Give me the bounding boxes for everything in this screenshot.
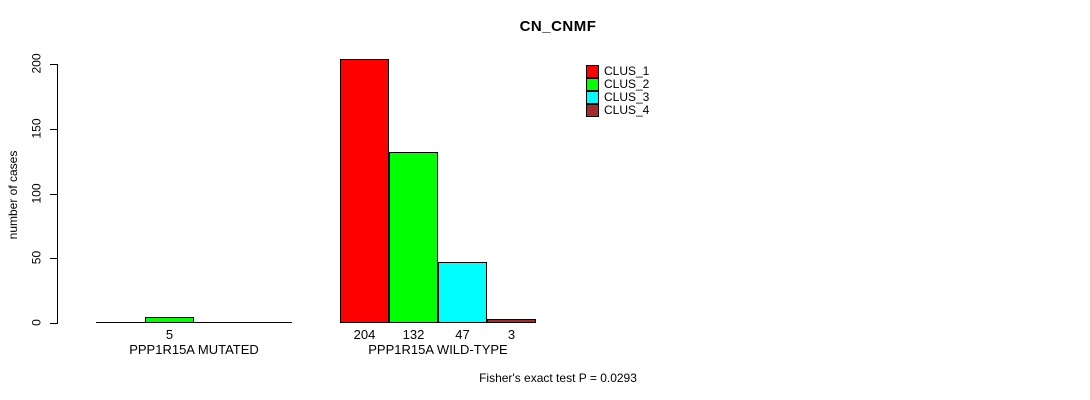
legend: CLUS_1 CLUS_2 CLUS_3 CLUS_4 xyxy=(586,65,649,117)
y-tick-label-50: 50 xyxy=(29,250,44,265)
bar-CLUS_4-group-1 xyxy=(487,319,536,323)
legend-item-clus-2: CLUS_2 xyxy=(586,78,649,91)
zero-bar-CLUS_3-group-0 xyxy=(194,322,243,323)
chart-title: CN_CNMF xyxy=(519,18,597,35)
bar-CLUS_2-group-1 xyxy=(389,152,438,323)
bar-value-label-CLUS_2-group-1: 132 xyxy=(402,327,425,342)
bar-value-label-CLUS_2-group-0: 5 xyxy=(165,327,174,342)
legend-label: CLUS_3 xyxy=(604,90,650,104)
legend-label: CLUS_2 xyxy=(604,77,650,91)
group-label-wild-type: PPP1R15A WILD-TYPE xyxy=(368,342,508,357)
y-tick-0 xyxy=(50,323,57,324)
group-label-mutated: PPP1R15A MUTATED xyxy=(129,342,259,357)
y-tick-200 xyxy=(50,64,57,65)
y-tick-label-100: 100 xyxy=(29,183,44,204)
legend-swatch-clus-1-icon xyxy=(586,65,599,78)
y-tick-label-0: 0 xyxy=(29,319,44,326)
y-tick-label-150: 150 xyxy=(29,118,44,139)
bar-value-label-CLUS_1-group-1: 204 xyxy=(353,327,376,342)
y-axis-line xyxy=(57,64,58,324)
legend-item-clus-3: CLUS_3 xyxy=(586,91,649,104)
zero-bar-CLUS_4-group-0 xyxy=(243,322,292,323)
y-tick-150 xyxy=(50,129,57,130)
y-axis-label: number of cases xyxy=(6,150,20,240)
y-tick-50 xyxy=(50,258,57,259)
bar-value-label-CLUS_4-group-1: 3 xyxy=(507,327,516,342)
legend-swatch-clus-4-icon xyxy=(586,104,599,117)
legend-item-clus-4: CLUS_4 xyxy=(586,104,649,117)
y-tick-100 xyxy=(50,194,57,195)
bar-value-label-CLUS_3-group-1: 47 xyxy=(455,327,470,342)
bar-CLUS_3-group-1 xyxy=(438,262,487,323)
bar-CLUS_1-group-1 xyxy=(340,59,389,323)
y-tick-label-200: 200 xyxy=(29,53,44,74)
zero-bar-CLUS_1-group-0 xyxy=(96,322,145,323)
legend-label: CLUS_1 xyxy=(604,64,650,78)
fisher-test-annotation: Fisher's exact test P = 0.0293 xyxy=(479,371,637,385)
legend-swatch-clus-3-icon xyxy=(586,91,599,104)
legend-item-clus-1: CLUS_1 xyxy=(586,65,649,78)
bar-CLUS_2-group-0 xyxy=(145,317,194,323)
legend-swatch-clus-2-icon xyxy=(586,78,599,91)
legend-label: CLUS_4 xyxy=(604,103,650,117)
